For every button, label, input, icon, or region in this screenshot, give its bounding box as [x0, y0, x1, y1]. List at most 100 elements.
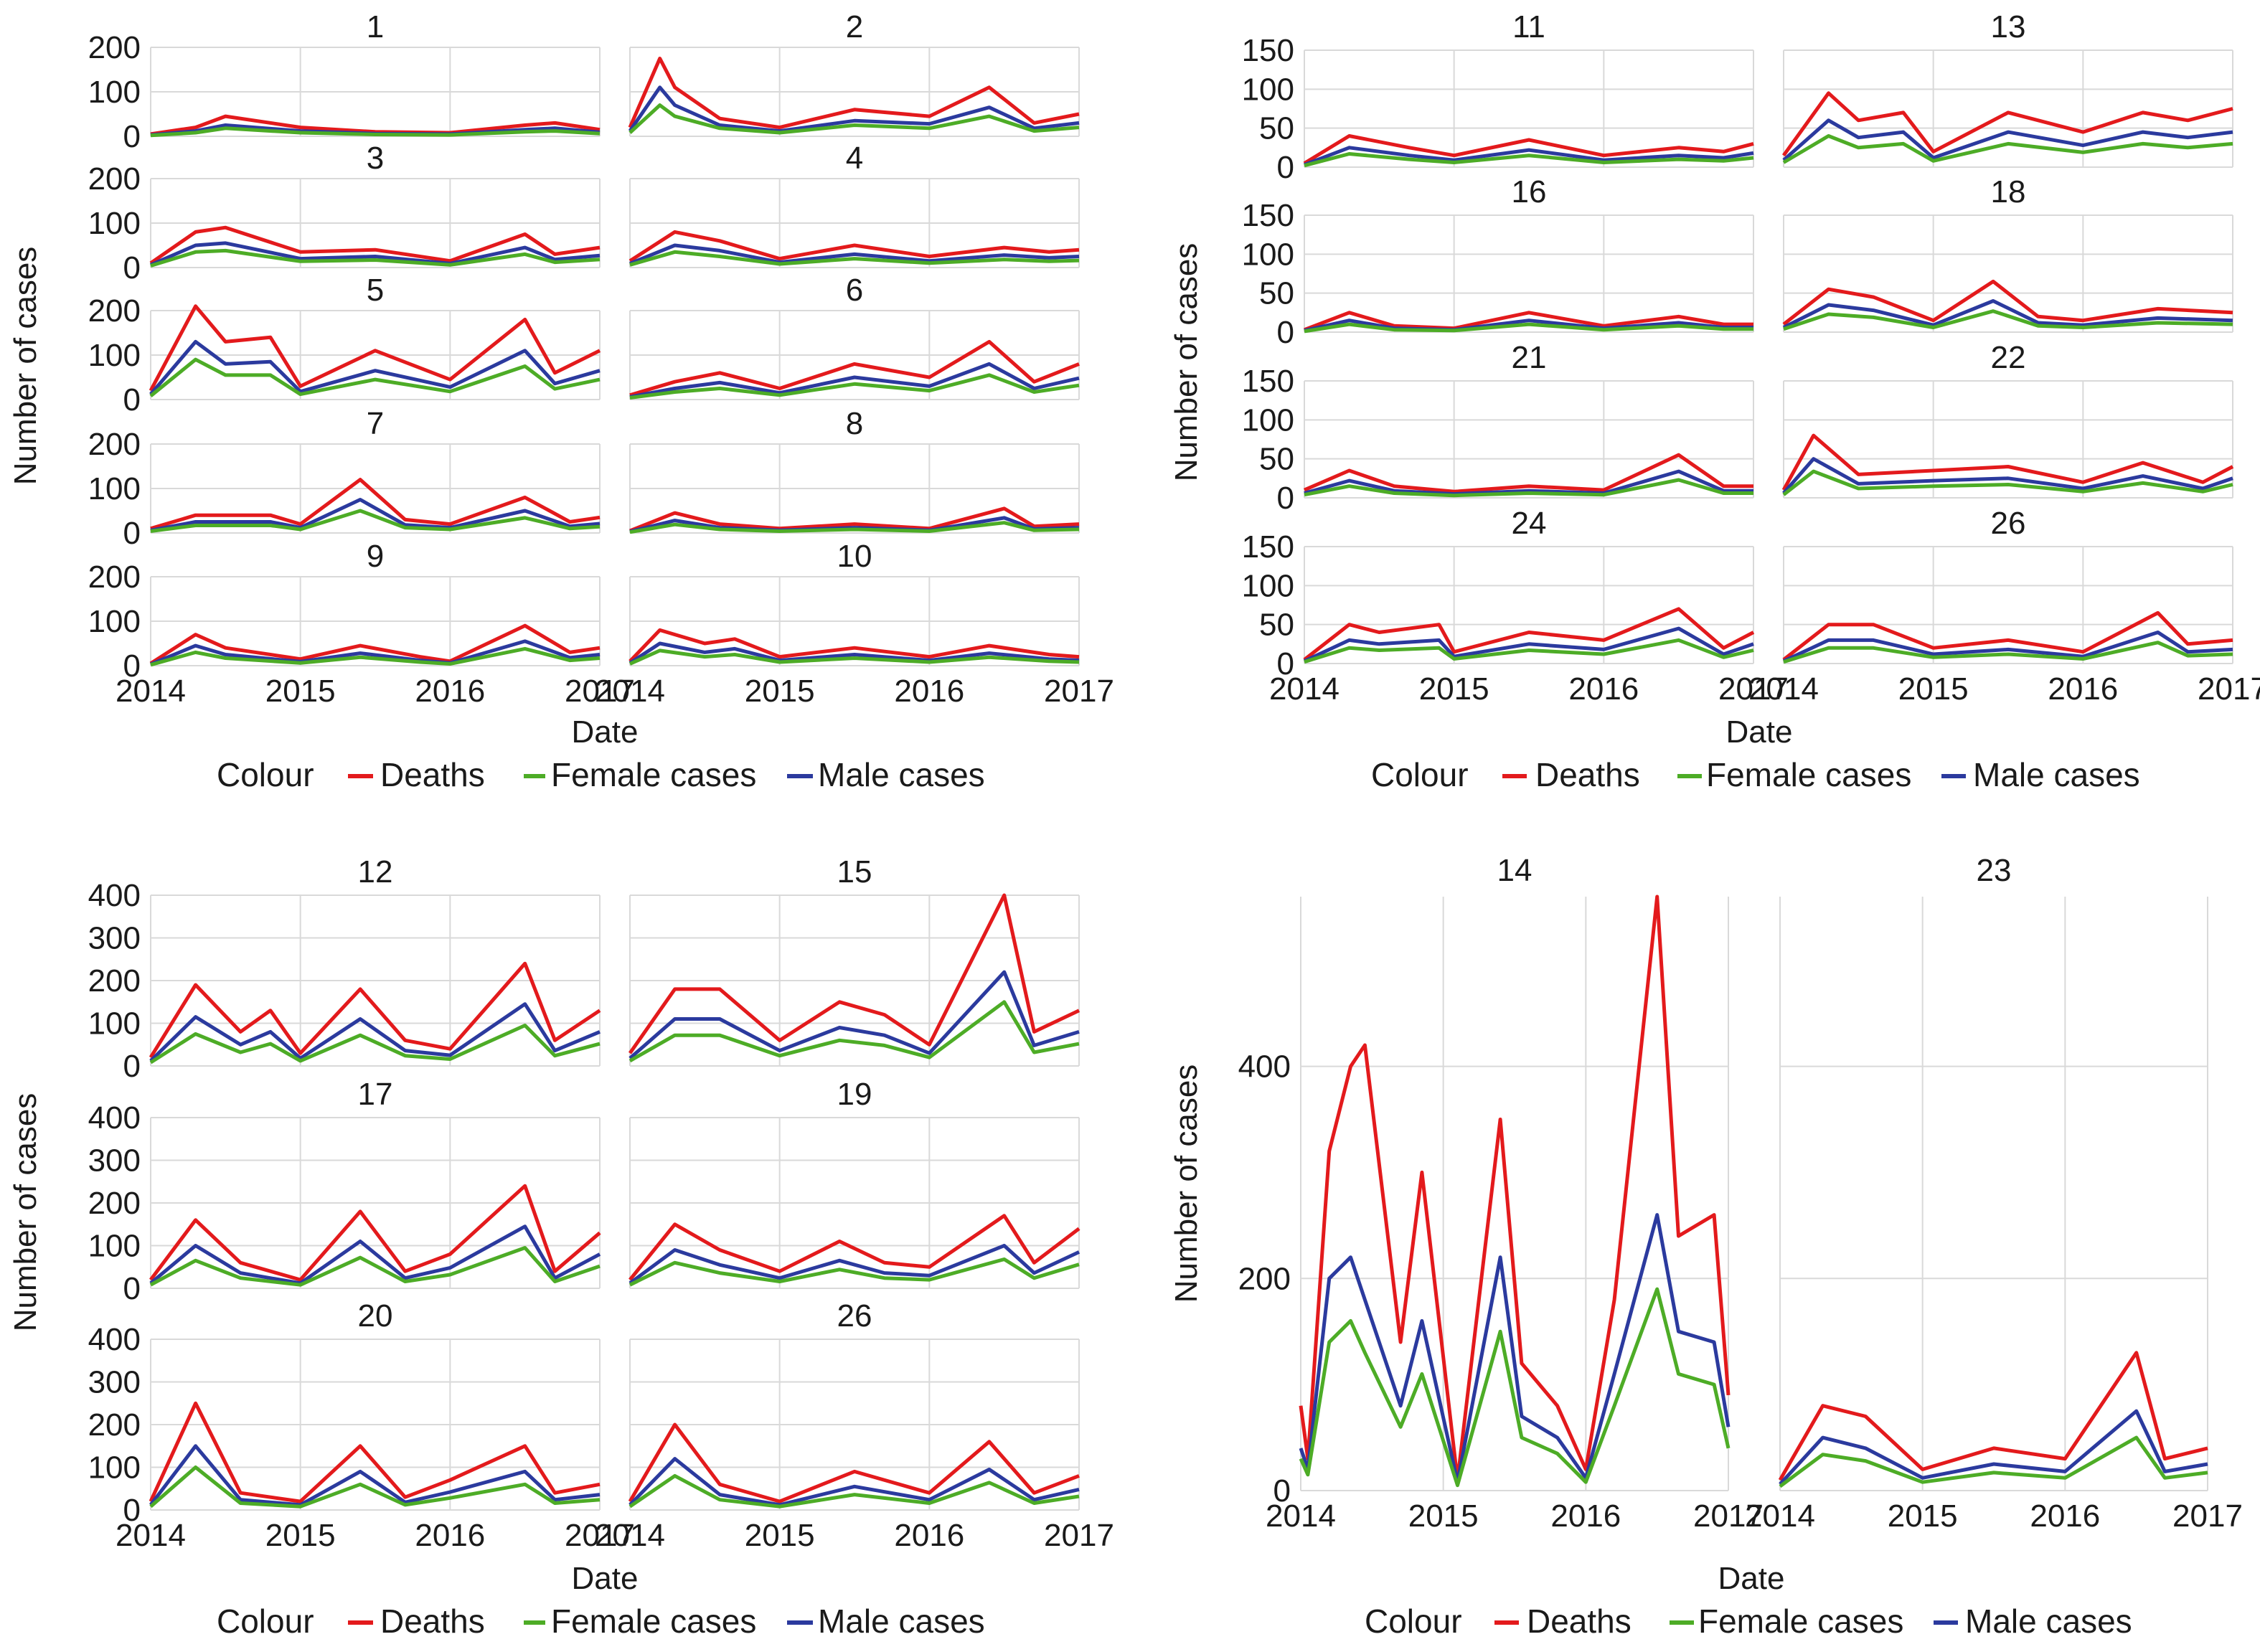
series-line-female-cases	[1304, 322, 1753, 334]
panel-title: 8	[846, 406, 863, 441]
x-tick-label: 2015	[1408, 1498, 1479, 1534]
group-a-labels: Date Number of cases Colour Deaths Femal…	[8, 247, 985, 793]
y-tick-label: 0	[1277, 646, 1294, 681]
series-line-female-cases	[150, 646, 601, 667]
y-tick-label: 50	[1259, 276, 1294, 311]
legend-label-female-cases: Female cases	[551, 756, 756, 793]
panel-title: 21	[1512, 340, 1547, 375]
panel-title: 2	[846, 9, 863, 44]
x-tick-label: 2014	[116, 1518, 186, 1553]
y-tick-label: 0	[1277, 150, 1294, 185]
legend-title: Colour	[217, 1603, 314, 1640]
panel-7: 7 0 100 200	[88, 406, 601, 551]
series-line-female-cases	[629, 373, 1080, 400]
series-line-deaths	[628, 1214, 1080, 1281]
series-line-female-cases	[1783, 641, 2233, 664]
panel-13: 13	[1781, 9, 2233, 168]
y-tick-label: 200	[88, 1407, 141, 1443]
y-tick-label: 0	[123, 516, 141, 551]
panel-title: 9	[367, 539, 384, 574]
series-line-female-cases	[628, 103, 1080, 135]
series-line-deaths	[1782, 279, 2233, 326]
group-c-ylabel: Number of cases	[8, 1093, 43, 1332]
series-line-deaths	[629, 506, 1080, 533]
x-tick-label: 2014	[1748, 671, 1819, 707]
series-line-male-cases	[629, 243, 1080, 265]
chart-group-1: 1010020023010020045010020067010020089010…	[88, 9, 1114, 709]
series-line-deaths	[149, 1184, 601, 1282]
x-tick-label: 2014	[1266, 1498, 1336, 1534]
series-line-male-cases	[1779, 1409, 2208, 1486]
series-line-female-cases	[149, 1024, 601, 1065]
panel-title: 26	[837, 1298, 872, 1334]
legend-label-deaths: Deaths	[1535, 756, 1640, 793]
x-tick-label: 2015	[1419, 671, 1489, 707]
panel-title: 11	[1512, 9, 1545, 44]
y-tick-label: 0	[1277, 481, 1294, 516]
panel-title: 7	[367, 406, 384, 441]
series-line-female-cases	[149, 1465, 601, 1509]
x-tick-label: 2014	[595, 1518, 665, 1553]
x-tick-label: 2017	[2198, 671, 2260, 707]
series-line-male-cases	[629, 362, 1080, 399]
legend-title: Colour	[217, 756, 314, 793]
y-tick-label: 100	[88, 1006, 141, 1042]
series-line-female-cases	[1782, 134, 2233, 164]
panel-11: 11 0 50 100 150	[1242, 9, 1754, 185]
legend-label-female-cases: Female cases	[1706, 756, 1911, 793]
series-line-deaths	[1299, 895, 1731, 1482]
group-a-legend: Colour Deaths Female cases Male cases	[217, 756, 985, 793]
y-tick-label: 50	[1259, 608, 1294, 643]
group-a-ylabel: Number of cases	[8, 247, 43, 486]
x-tick-label: 2016	[1550, 1498, 1621, 1534]
panel-title: 3	[367, 141, 384, 176]
series-line-female-cases	[150, 248, 601, 268]
group-b-legend: Colour Deaths Female cases Male cases	[1371, 756, 2140, 793]
series-line-male-cases	[150, 498, 601, 532]
panel-title: 5	[367, 273, 384, 308]
panel-title: 1	[367, 9, 384, 44]
panel-18: 18	[1782, 174, 2233, 333]
y-tick-label: 300	[88, 1365, 141, 1400]
series-line-male-cases	[1299, 1213, 1731, 1484]
y-tick-label: 100	[88, 471, 141, 506]
panel-4: 4	[628, 141, 1080, 268]
chart-group-2: 1105010015013160501001501821050100150222…	[1242, 9, 2260, 707]
y-tick-label: 400	[88, 1322, 141, 1357]
y-tick-label: 200	[88, 1186, 141, 1221]
series-line-male-cases	[149, 1224, 601, 1285]
panel-6: 6	[629, 273, 1080, 400]
x-tick-label: 2017	[1044, 1518, 1114, 1553]
x-tick-label: 2017	[565, 1518, 635, 1553]
legend-label-female-cases: Female cases	[1698, 1603, 1903, 1640]
y-tick-label: 150	[1242, 529, 1294, 565]
panel-title: 18	[1991, 174, 2026, 209]
series-line-deaths	[149, 1401, 601, 1504]
y-tick-label: 150	[1242, 198, 1294, 233]
series-line-male-cases	[1304, 469, 1753, 496]
series-line-deaths	[628, 1422, 1080, 1504]
panel-title: 26	[1991, 506, 2026, 541]
x-tick-label: 2017	[1044, 674, 1114, 709]
series-line-female-cases	[629, 250, 1080, 267]
panel-15: 15	[628, 854, 1080, 1067]
series-line-deaths	[628, 893, 1080, 1054]
series-line-male-cases	[628, 641, 1080, 665]
x-tick-label: 2015	[265, 674, 336, 709]
x-tick-label: 2014	[595, 674, 665, 709]
series-line-male-cases	[150, 639, 601, 666]
series-line-deaths	[629, 339, 1080, 397]
x-tick-label: 2016	[894, 674, 964, 709]
panel-title: 13	[1991, 9, 2026, 44]
series-line-male-cases	[628, 970, 1080, 1060]
panel-23: 23 2014 2015 2016 2017	[1745, 853, 2243, 1534]
series-line-female-cases	[149, 1246, 601, 1287]
x-tick-label: 2016	[415, 674, 485, 709]
panel-10: 10 2014 2015 2016 2017	[595, 539, 1114, 709]
y-tick-label: 100	[88, 604, 141, 639]
series-line-deaths	[149, 961, 601, 1059]
y-tick-label: 50	[1259, 111, 1294, 146]
panel-title: 10	[837, 539, 872, 574]
